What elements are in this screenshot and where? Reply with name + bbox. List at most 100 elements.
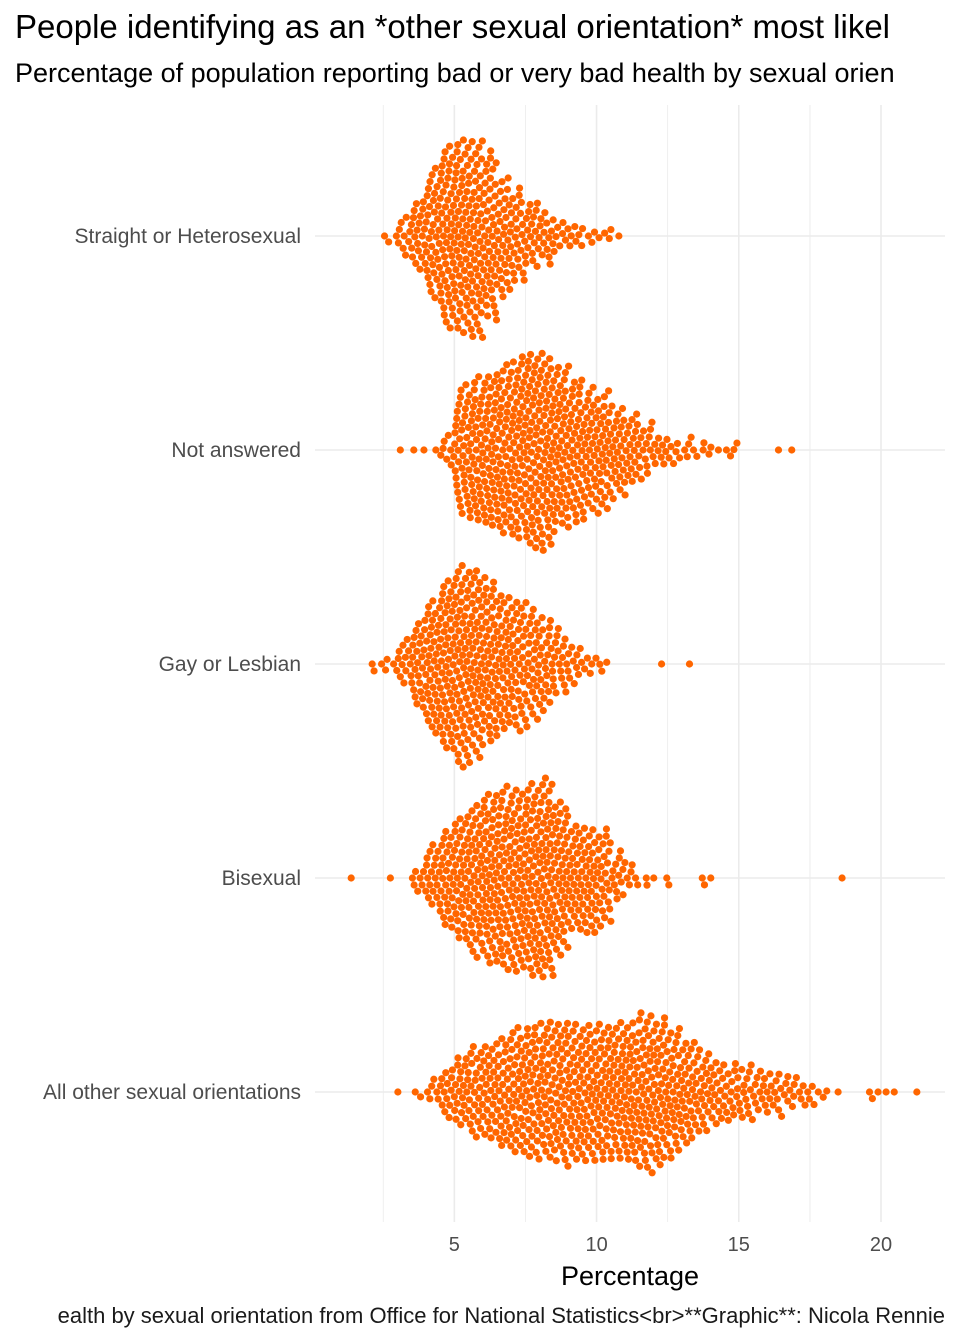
data-point (556, 809, 564, 817)
data-point (705, 450, 713, 458)
data-point (418, 881, 426, 889)
data-point (614, 410, 622, 418)
data-point (421, 616, 429, 625)
data-point (458, 581, 466, 589)
data-point (402, 667, 410, 675)
data-point (416, 212, 425, 220)
data-point (555, 867, 563, 875)
data-point (535, 233, 543, 242)
data-point (528, 908, 537, 916)
data-point (552, 473, 560, 481)
data-point (575, 390, 583, 398)
data-point (535, 399, 543, 407)
data-point (532, 534, 541, 543)
data-point (663, 435, 671, 443)
data-point (542, 397, 551, 405)
data-point (554, 853, 562, 861)
data-point (633, 1047, 641, 1056)
data-point (426, 1095, 434, 1103)
data-point (618, 404, 627, 413)
data-point (539, 819, 548, 827)
data-point (448, 1066, 457, 1074)
data-point (639, 1036, 647, 1045)
data-point (601, 914, 609, 922)
x-tick-label: 20 (870, 1234, 892, 1256)
data-point (463, 221, 471, 229)
data-point (573, 422, 581, 431)
data-point (554, 1039, 562, 1047)
data-point (470, 1088, 479, 1096)
data-point (509, 616, 518, 624)
data-point (496, 266, 504, 274)
data-point (460, 632, 468, 641)
data-point (478, 603, 486, 611)
data-point (531, 362, 539, 370)
data-point (556, 242, 564, 250)
data-point (480, 653, 488, 661)
data-point (639, 446, 647, 454)
data-point (465, 172, 473, 180)
data-point (554, 932, 563, 941)
data-point (451, 1080, 460, 1089)
data-point (508, 261, 516, 270)
data-point (479, 244, 487, 252)
data-point (559, 456, 567, 464)
data-point (623, 429, 632, 437)
data-point (411, 867, 420, 876)
data-point (448, 894, 456, 902)
data-point (516, 913, 524, 921)
data-point (466, 506, 474, 515)
x-tick-labels: 5 10 15 20 (449, 1234, 892, 1256)
data-point (513, 598, 521, 606)
data-point (535, 940, 543, 948)
data-point (549, 216, 557, 224)
data-point (492, 316, 501, 324)
data-point (439, 232, 448, 240)
data-point (414, 247, 423, 255)
data-point (475, 184, 484, 192)
data-point (552, 1128, 560, 1137)
data-point (530, 840, 538, 848)
data-point (494, 248, 502, 256)
data-point (424, 211, 432, 219)
data-point (533, 1091, 541, 1100)
chart-subtitle: Percentage of population reporting bad o… (15, 58, 895, 88)
data-point (553, 415, 562, 423)
data-point (612, 860, 620, 868)
data-point (578, 1150, 586, 1158)
data-point (555, 408, 563, 416)
data-point (493, 280, 501, 288)
data-point (553, 632, 561, 640)
data-point (523, 455, 531, 463)
data-point (478, 393, 486, 401)
data-point (530, 440, 538, 448)
data-point (527, 964, 535, 973)
data-point (563, 442, 572, 450)
data-point (606, 905, 614, 913)
data-point (521, 907, 529, 915)
data-point (457, 739, 465, 747)
data-point (633, 1063, 641, 1071)
data-point (618, 1050, 627, 1058)
data-point (626, 1050, 634, 1058)
data-point (422, 682, 430, 690)
data-point (459, 722, 467, 730)
data-point (627, 465, 635, 473)
data-point (527, 847, 536, 855)
data-point (589, 875, 598, 883)
data-point (490, 204, 498, 212)
data-point (593, 916, 601, 924)
data-point (418, 653, 426, 661)
data-point (535, 1036, 543, 1045)
data-point (452, 265, 460, 274)
data-point (507, 209, 516, 217)
data-point (631, 1128, 639, 1136)
data-point (523, 796, 532, 804)
data-point (528, 1132, 536, 1140)
data-point (485, 499, 493, 507)
data-point (591, 1156, 599, 1164)
data-point (533, 1137, 541, 1145)
data-point (419, 703, 427, 711)
data-point (518, 835, 526, 844)
data-point (539, 706, 547, 715)
